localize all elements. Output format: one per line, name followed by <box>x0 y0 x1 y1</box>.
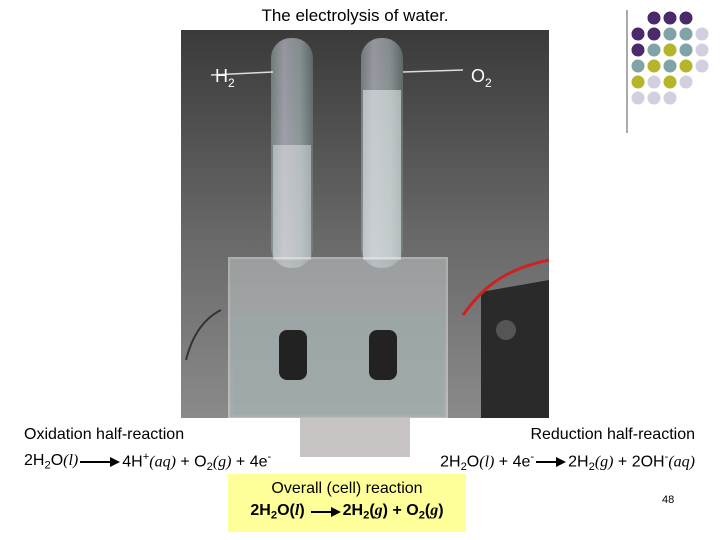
overall-equation: 2H2O(l) 2H2(g) + O2(g) <box>228 502 466 521</box>
dot <box>679 27 693 41</box>
formula-part: ( <box>369 502 375 519</box>
dot <box>647 91 661 105</box>
dot <box>695 27 709 41</box>
formula-part: l <box>294 502 300 519</box>
formula-part: O( <box>277 502 295 519</box>
dot <box>679 11 693 25</box>
dot <box>631 59 645 73</box>
page-number: 48 <box>662 494 675 506</box>
formula-part: ) <box>438 502 444 519</box>
formula-part: - <box>664 451 669 463</box>
formula-part: 2 <box>44 459 51 472</box>
slide-title: The electrolysis of water. <box>261 6 449 25</box>
dot <box>631 27 645 41</box>
formula-part: - <box>267 451 272 463</box>
decoration <box>626 10 709 133</box>
formula-part: (l) <box>479 453 495 471</box>
formula-part: O <box>466 453 480 471</box>
formula-part: g <box>374 502 383 519</box>
dot <box>647 75 661 89</box>
formula-part: - <box>530 451 535 463</box>
dot <box>647 27 661 41</box>
formula-part: + 4e <box>494 453 531 471</box>
formula-part: (l) <box>63 452 79 470</box>
formula-part: 2 <box>418 509 425 522</box>
formula-part: (g) <box>212 453 232 471</box>
formula-part: 2 <box>460 461 467 474</box>
formula-part: 2 <box>485 76 492 90</box>
formula-part: 4H <box>122 453 143 471</box>
dot <box>679 43 693 57</box>
dot <box>647 11 661 25</box>
formula-part: 2H <box>24 452 45 470</box>
formula-part: + 4e <box>231 453 268 471</box>
formula-part: 2H <box>440 453 461 471</box>
formula-part: 2 <box>270 509 278 522</box>
dot <box>679 59 693 73</box>
arrow <box>536 457 567 468</box>
arrow <box>310 506 341 517</box>
formula-part: ( <box>424 502 431 519</box>
formula-part: 2H <box>568 453 589 471</box>
dot <box>663 75 677 89</box>
formula-part: 2H <box>250 502 271 519</box>
formula-part: g <box>430 502 439 519</box>
formula-part: + <box>142 451 150 463</box>
reduction-heading: Reduction half-reaction <box>530 426 695 443</box>
formula-part: ) + O <box>382 502 419 519</box>
photo-label: H2 <box>215 66 235 90</box>
formula-part: (aq) <box>149 453 176 471</box>
dot <box>695 59 709 73</box>
formula-part: O <box>50 452 64 470</box>
formula-part: + O <box>175 453 207 471</box>
dot <box>631 91 645 105</box>
photo-label: O2 <box>471 66 492 90</box>
dot <box>679 75 693 89</box>
dot <box>663 43 677 57</box>
dot <box>663 91 677 105</box>
reduction-equation: 2H2O(l) + 4e- 2H2(g) + 2OH-(aq) <box>440 451 695 473</box>
photo: H2 O2 <box>181 30 549 418</box>
formula-part: H <box>215 66 228 86</box>
formula-part: (aq) <box>668 453 695 471</box>
dot <box>647 43 661 57</box>
overall-box: Overall (cell) reaction 2H2O(l) 2H2(g) +… <box>228 474 466 532</box>
formula-part: 2 <box>206 461 213 474</box>
formula-part: (g) <box>594 453 614 471</box>
dot <box>631 43 645 57</box>
formula-part: 2 <box>228 76 235 90</box>
formula-part: 2 <box>363 509 370 522</box>
arrow <box>80 457 121 468</box>
dot <box>663 11 677 25</box>
oxidation-equation: 2H2O(l) 4H+(aq) + O2(g) + 4e- <box>24 451 271 473</box>
formula-part: O <box>471 66 485 86</box>
dot <box>631 75 645 89</box>
dot <box>663 27 677 41</box>
oxidation-heading: Oxidation half-reaction <box>24 426 185 443</box>
overall-heading: Overall (cell) reaction <box>271 480 423 497</box>
formula-part: 2 <box>588 461 595 474</box>
formula-part: + 2OH <box>613 453 665 471</box>
formula-part: 2H <box>342 502 364 519</box>
dot <box>647 59 661 73</box>
formula-part: ) <box>299 502 305 519</box>
dot <box>663 59 677 73</box>
dot <box>695 43 709 57</box>
